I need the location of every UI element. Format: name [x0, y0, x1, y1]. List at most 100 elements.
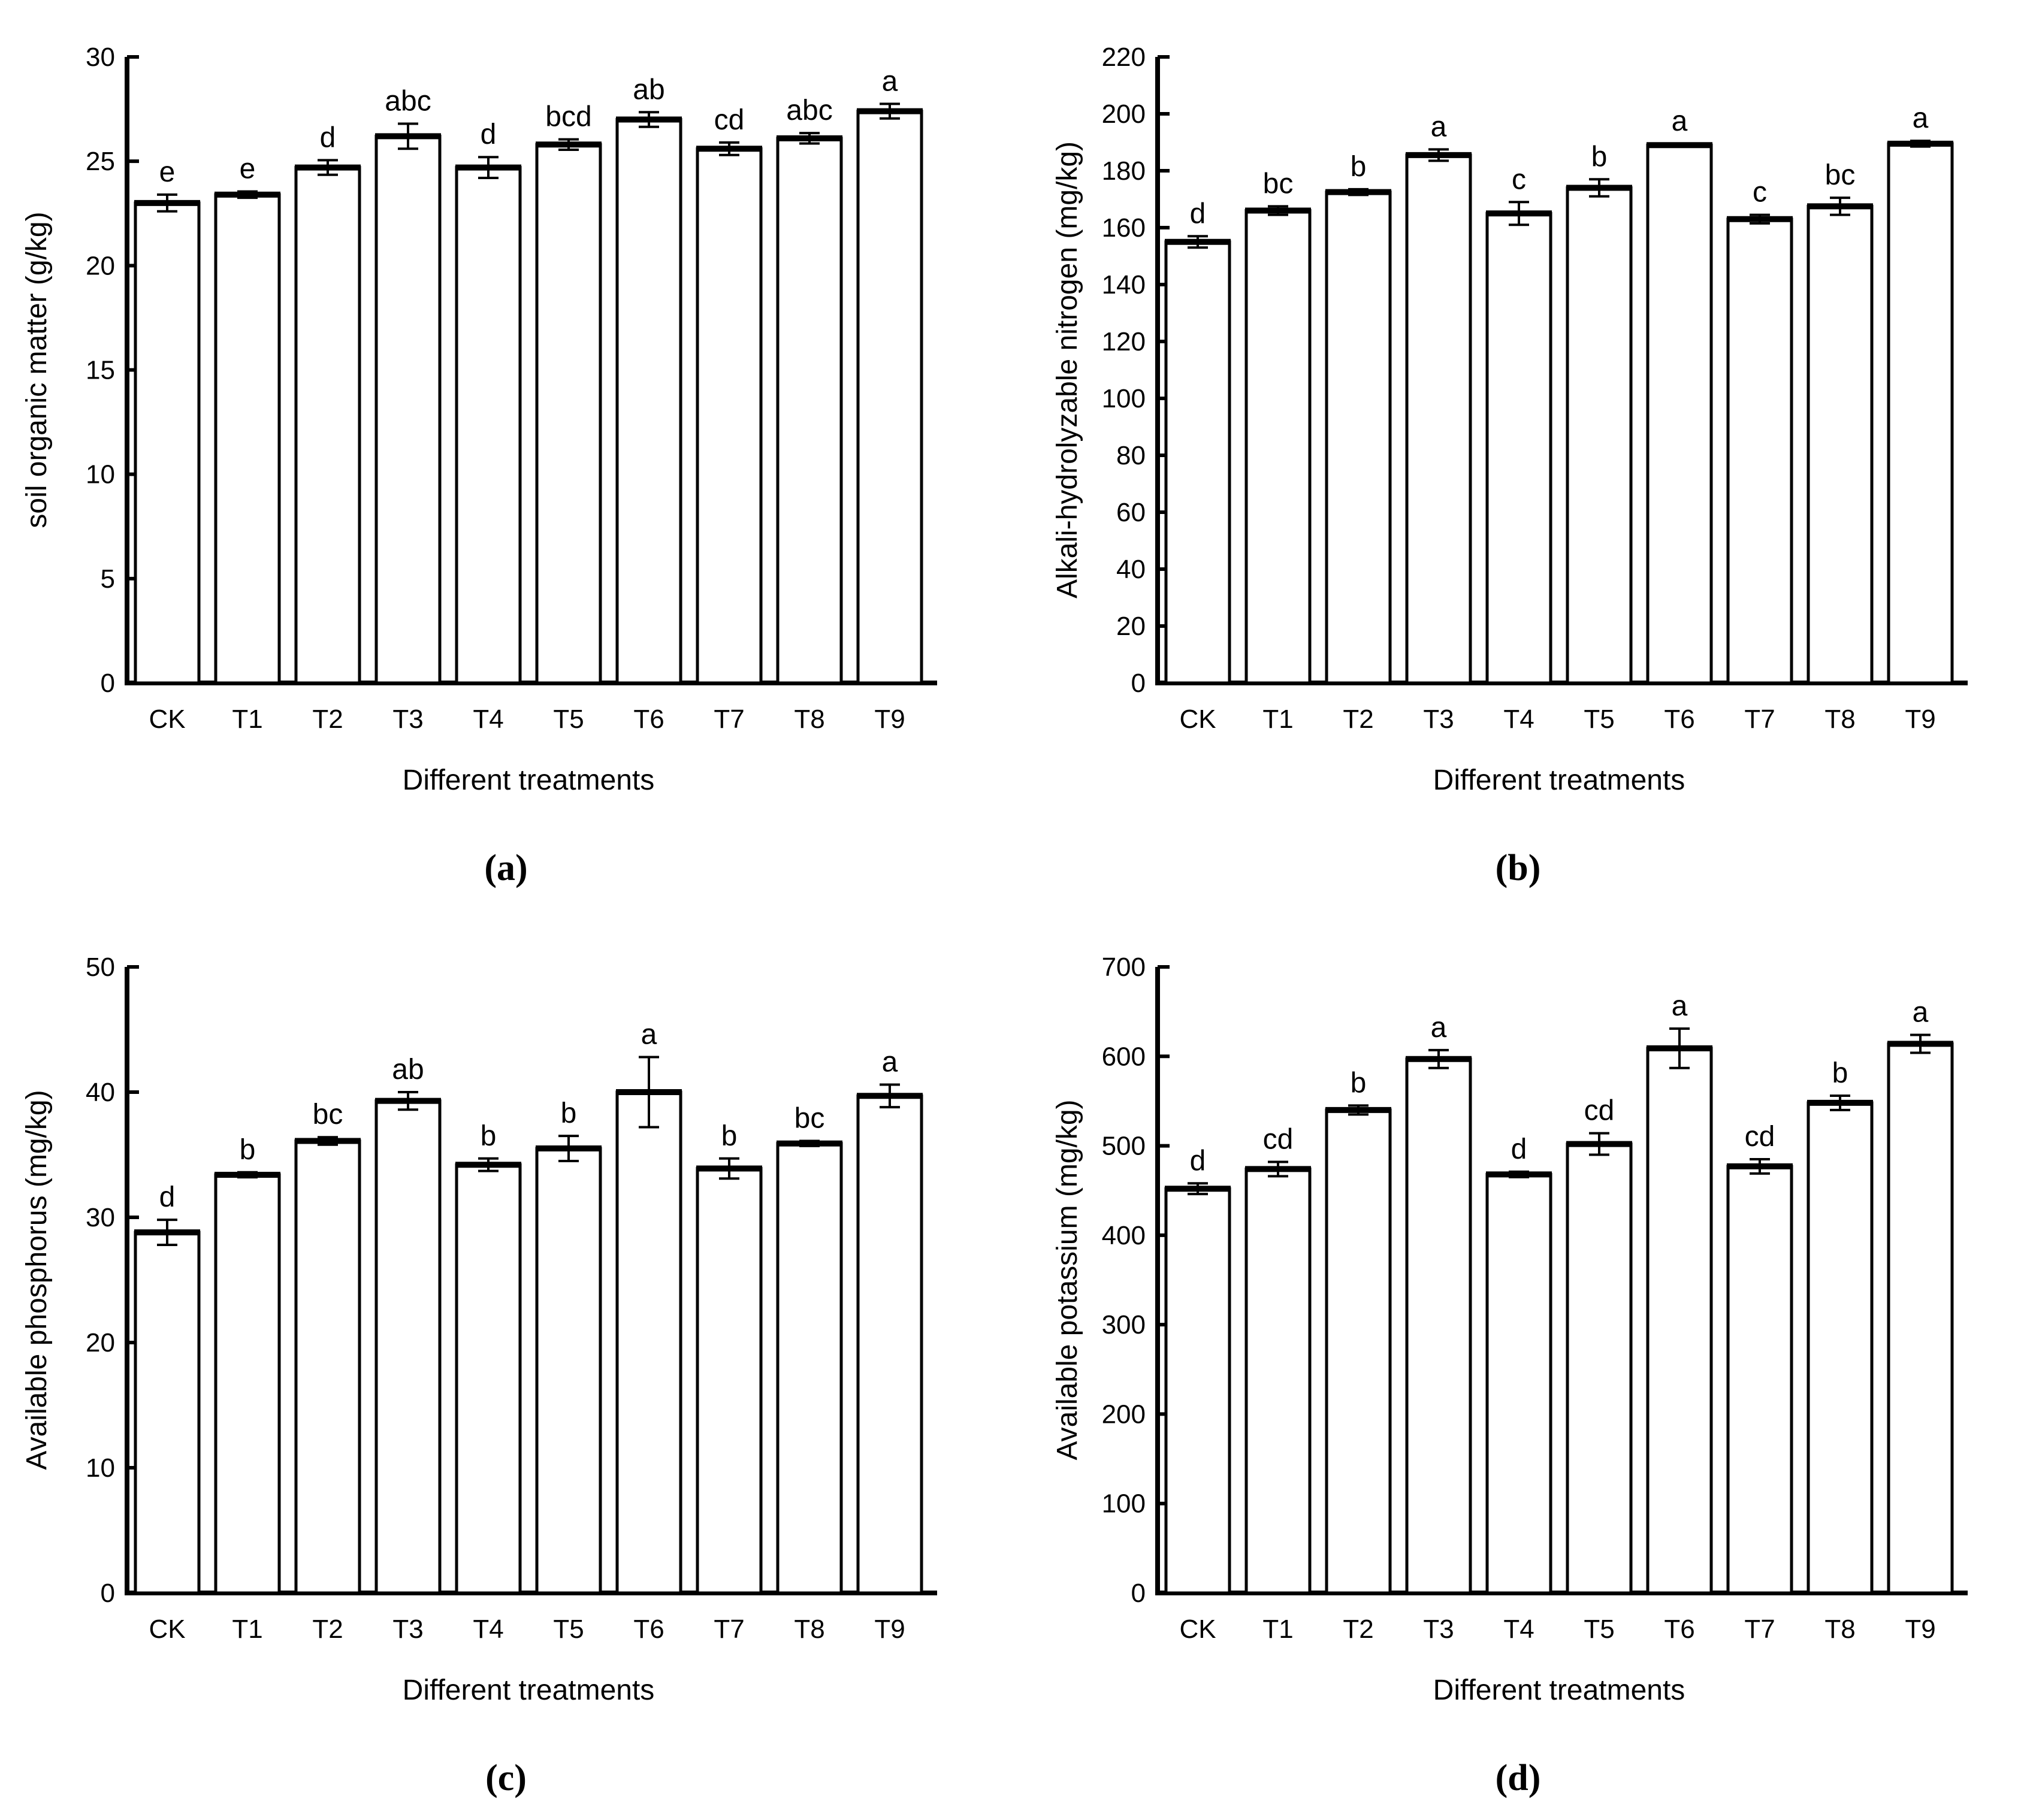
x-tick-label: T9: [874, 1615, 905, 1644]
panel-b: 0 20 40 60 80 100 120 140 160 180 200 220 d CK bc T1 b T2…: [1012, 0, 2024, 910]
x-tick-label: T1: [232, 1615, 262, 1644]
x-tick-label: T7: [714, 705, 744, 734]
bar: [856, 110, 923, 685]
y-tick-label: 80: [1116, 441, 1146, 470]
bar: [1887, 142, 1954, 685]
significance-letter: d: [1511, 1133, 1527, 1165]
y-tick-label: 20: [86, 251, 115, 280]
bar: [615, 1090, 682, 1595]
significance-letter: b: [1832, 1057, 1848, 1089]
x-tick-label: T4: [1503, 705, 1534, 734]
bar: [615, 118, 682, 685]
x-tick-label: T9: [1905, 1615, 1935, 1644]
x-tick-label: T5: [1584, 1615, 1614, 1644]
significance-letter: a: [882, 1046, 898, 1078]
bar: [374, 134, 442, 685]
y-tick-label: 200: [1102, 99, 1146, 129]
bar: [214, 193, 281, 685]
y-axis-title: Available phosphorus (mg/kg): [21, 1090, 53, 1470]
y-tick-label: 160: [1102, 213, 1146, 243]
significance-letter: b: [561, 1098, 577, 1129]
bar: [1405, 153, 1472, 685]
x-tick-label: T3: [392, 1615, 423, 1644]
bar: [1807, 1101, 1874, 1595]
significance-letter: d: [320, 122, 336, 153]
significance-letter: a: [1913, 102, 1929, 134]
significance-letter: cd: [1263, 1123, 1294, 1155]
bar: [1726, 217, 1793, 685]
x-tick-label: T7: [1744, 1615, 1775, 1644]
significance-letter: d: [1190, 198, 1206, 229]
significance-letter: d: [1190, 1145, 1206, 1177]
x-tick-label: T4: [473, 705, 503, 734]
x-tick-label: T5: [553, 1615, 584, 1644]
significance-letter: cd: [714, 104, 745, 136]
y-tick-label: 200: [1102, 1399, 1146, 1429]
bar: [134, 1231, 201, 1595]
x-tick-label: T6: [633, 705, 664, 734]
y-tick-label: 15: [86, 356, 115, 385]
panel-c-caption: (c): [485, 1758, 527, 1798]
y-tick-label: 40: [1116, 555, 1146, 584]
x-axis-title: Different treatments: [1433, 764, 1685, 796]
y-axis-title: Alkali-hydrolyzable nitrogen (mg/kg): [1052, 141, 1083, 598]
y-tick-label: 20: [86, 1328, 115, 1358]
x-tick-label: T8: [1824, 1615, 1855, 1644]
significance-letter: bc: [313, 1099, 343, 1130]
y-tick-label: 120: [1102, 327, 1146, 356]
significance-letter: e: [240, 153, 256, 185]
significance-letter: abc: [385, 85, 431, 117]
bar: [1244, 1167, 1312, 1595]
y-tick-label: 300: [1102, 1310, 1146, 1340]
x-tick-label: T3: [1423, 705, 1454, 734]
significance-letter: c: [1512, 164, 1526, 195]
significance-letter: b: [1351, 1067, 1367, 1099]
bar: [1325, 1108, 1392, 1595]
alkali-hydrolyzable-nitrogen-chart: 020406080100120140160180200220dCKbcT1bT2…: [1052, 43, 1968, 796]
significance-letter: bc: [1263, 168, 1294, 199]
bar: [1244, 209, 1312, 685]
bar: [294, 166, 361, 685]
y-tick-label: 20: [1116, 612, 1146, 641]
significance-letter: e: [159, 156, 176, 188]
bar: [374, 1099, 442, 1595]
significance-letter: b: [721, 1120, 738, 1152]
x-tick-label: T7: [714, 1615, 744, 1644]
x-tick-label: CK: [1179, 1615, 1216, 1644]
x-tick-label: T6: [633, 1615, 664, 1644]
y-tick-label: 0: [101, 669, 115, 698]
bar: [1164, 240, 1231, 685]
soil-organic-matter-chart: 0 5 10 15 20 25 30 e CK e T1 d T2 abc T3 d T4 bcd T5 ab T6 cd…: [21, 43, 937, 796]
bar: [776, 137, 843, 685]
x-tick-label: CK: [149, 1615, 185, 1644]
x-axis-title: Different treatments: [1433, 1674, 1685, 1706]
x-tick-label: T3: [392, 705, 423, 734]
bar: [1485, 1172, 1552, 1595]
y-tick-label: 100: [1102, 384, 1146, 413]
significance-letter: bcd: [545, 101, 591, 133]
x-tick-label: T6: [1664, 705, 1694, 734]
x-tick-label: T2: [1343, 1615, 1373, 1644]
bar: [535, 143, 602, 685]
significance-letter: cd: [1745, 1121, 1775, 1153]
panel-b-caption: (b): [1495, 848, 1541, 888]
significance-letter: d: [481, 119, 497, 150]
significance-letter: bc: [795, 1103, 825, 1135]
x-tick-label: T1: [1262, 705, 1293, 734]
significance-letter: a: [882, 65, 898, 97]
significance-letter: a: [1672, 990, 1688, 1022]
y-tick-label: 5: [101, 564, 115, 594]
significance-letter: abc: [786, 95, 832, 126]
y-tick-label: 40: [86, 1078, 115, 1107]
x-tick-label: T2: [312, 705, 343, 734]
significance-letter: ab: [392, 1054, 424, 1086]
significance-letter: d: [159, 1181, 176, 1213]
available-potassium-chart: 0 100 200 300 400 500 600 700 d CK cd T1 b T2 a T3 d T4 cd…: [1052, 953, 1968, 1706]
y-tick-label: 700: [1102, 953, 1146, 982]
significance-letter: b: [1591, 141, 1608, 173]
x-tick-label: CK: [149, 705, 185, 734]
significance-letter: c: [1753, 177, 1767, 208]
x-tick-label: T1: [232, 705, 262, 734]
bar: [1566, 1142, 1633, 1595]
x-tick-label: T3: [1423, 1615, 1454, 1644]
